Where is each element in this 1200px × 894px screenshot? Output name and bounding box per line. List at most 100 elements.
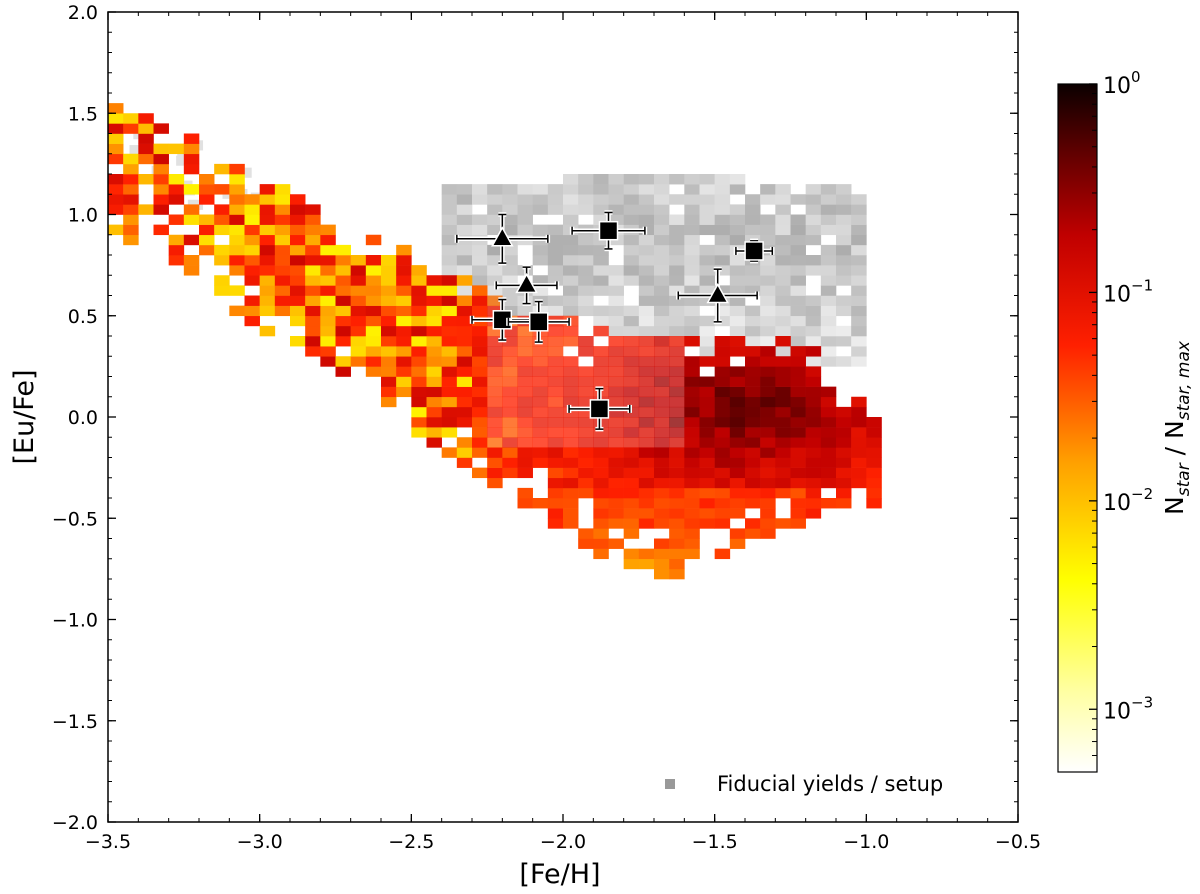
heat-cell: [456, 366, 473, 377]
heat-cell: [502, 346, 518, 357]
heat-cell: [502, 386, 518, 398]
heat-cell: [654, 437, 670, 448]
heat-cell: [305, 255, 321, 266]
heat-cell: [335, 275, 351, 286]
heat-cell: [381, 255, 397, 266]
heat-cell: [456, 336, 473, 347]
heat-cell: [472, 427, 488, 438]
heat-cell-fiducial: [820, 204, 837, 215]
heat-cell-fiducial: [699, 204, 715, 215]
heat-cell: [638, 447, 655, 458]
heat-cell: [563, 457, 579, 468]
heat-cell: [669, 437, 685, 448]
heat-cell: [563, 487, 579, 499]
heat-cell: [654, 356, 670, 367]
heat-cell-fiducial: [502, 275, 518, 286]
heat-cell-fiducial: [684, 305, 700, 317]
heat-cell: [350, 315, 367, 327]
heat-cell: [684, 477, 700, 489]
heat-cell-fiducial: [456, 224, 473, 236]
heat-cell-fiducial: [790, 214, 806, 225]
heat-cell: [714, 406, 731, 418]
heat-cell: [168, 174, 185, 185]
heat-cell: [259, 285, 276, 296]
heat-cell-fiducial: [547, 244, 564, 256]
heat-cell: [714, 396, 731, 408]
heat-cell: [547, 356, 564, 367]
heat-cell: [441, 295, 458, 306]
heat-cell: [320, 285, 336, 296]
heat-cell: [532, 346, 549, 357]
heat-cell: [138, 133, 154, 144]
heat-cell-fiducial: [820, 315, 837, 327]
heat-cell: [426, 427, 442, 438]
heat-cell: [820, 406, 837, 418]
colorbar-tick-label: 100: [1103, 68, 1141, 99]
heat-cell: [244, 204, 260, 215]
heat-cell: [441, 366, 458, 377]
heat-cell: [396, 285, 412, 296]
heat-cell: [593, 325, 609, 337]
heat-cell: [547, 366, 564, 377]
heat-cell: [456, 396, 473, 408]
heat-cell: [547, 498, 564, 509]
heat-cell: [290, 234, 306, 246]
heat-cell: [441, 427, 458, 438]
heat-cell-fiducial: [760, 295, 776, 306]
heat-cell: [593, 457, 609, 468]
heat-cell: [623, 427, 640, 438]
heat-cell: [714, 498, 731, 509]
heat-cell: [183, 133, 200, 144]
heat-cell: [805, 366, 822, 377]
colorbar-tick-label: 10−2: [1103, 485, 1153, 516]
heat-cell: [805, 447, 822, 458]
heat-cell-fiducial: [608, 315, 624, 327]
heat-cell: [168, 234, 185, 246]
heat-cell: [745, 396, 761, 408]
heat-cell: [729, 528, 746, 539]
heat-cell: [320, 224, 336, 236]
heat-cell: [305, 275, 321, 286]
heat-cell-fiducial: [760, 275, 776, 286]
heat-cell: [487, 325, 503, 337]
heat-cell-fiducial: [669, 285, 685, 296]
heat-cell-fiducial: [654, 234, 670, 246]
colorbar: 100 10−1 10−2 10−3 Nstar / Nstar, max: [1057, 68, 1194, 773]
heat-cell: [805, 437, 822, 448]
heat-cell: [547, 376, 564, 387]
heat-cell: [517, 467, 533, 479]
heat-cell: [654, 346, 670, 357]
heat-cell: [350, 295, 367, 306]
heat-cell-fiducial: [729, 295, 746, 306]
heat-cell: [684, 396, 700, 408]
heat-cell: [532, 457, 549, 468]
heat-cell: [472, 447, 488, 458]
heat-cell: [760, 386, 776, 398]
heat-cell-fiducial: [638, 315, 655, 327]
heat-cell-fiducial: [699, 214, 715, 225]
heat-cell: [578, 437, 594, 448]
heat-cell: [441, 447, 458, 458]
heat-cell-fiducial: [608, 285, 624, 296]
heat-cell: [214, 224, 230, 236]
heat-cell: [365, 356, 382, 367]
y-tick-label: 2.0: [68, 2, 98, 24]
x-tick-label: −1.5: [692, 831, 738, 853]
heat-cell: [684, 447, 700, 458]
heat-cell: [108, 153, 124, 165]
heat-cell-fiducial: [836, 204, 852, 215]
heat-cell: [517, 487, 533, 499]
heat-cell: [532, 356, 549, 367]
heat-cell-fiducial: [669, 305, 685, 317]
heat-cell: [472, 437, 488, 448]
heat-cell: [381, 386, 397, 398]
heat-cell: [578, 487, 594, 499]
heat-cell: [426, 406, 442, 418]
heat-cell: [699, 467, 715, 479]
heat-cell: [775, 437, 791, 448]
heat-cell: [578, 396, 594, 408]
heat-cell-fiducial: [851, 214, 867, 225]
heat-cell: [638, 558, 655, 570]
heat-cell: [244, 214, 260, 225]
heat-cell: [244, 224, 260, 236]
